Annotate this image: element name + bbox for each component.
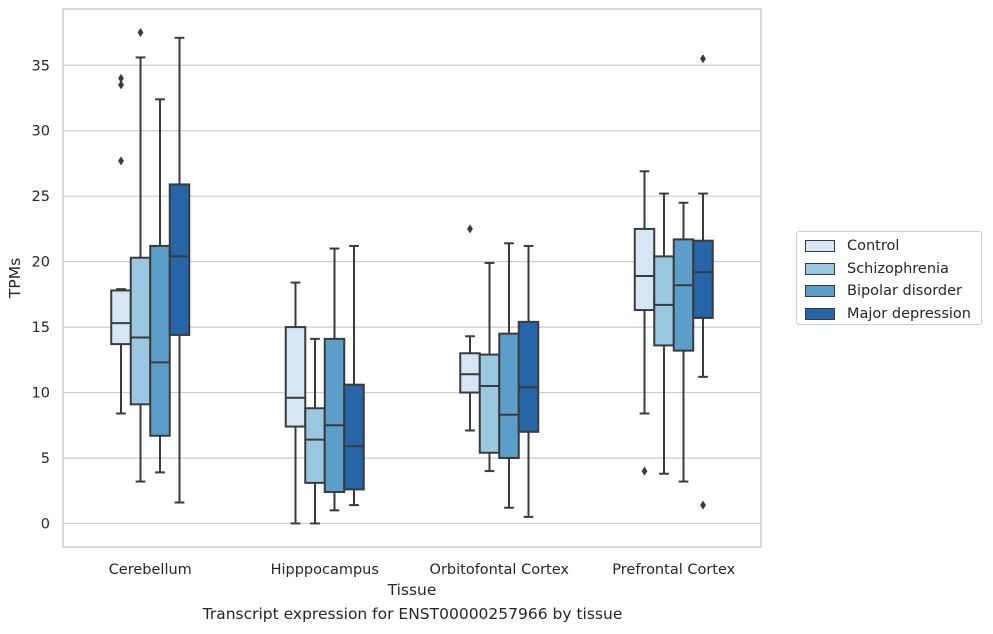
legend-swatch: [805, 262, 835, 275]
outlier-point: [118, 73, 124, 83]
y-axis-label: TPMs: [6, 258, 24, 299]
legend-item: Control: [805, 235, 973, 258]
legend-swatch: [805, 307, 835, 320]
box-series: [110, 28, 714, 525]
box: [110, 289, 132, 346]
legend-swatch: [805, 285, 835, 298]
box: [323, 337, 346, 494]
y-tick-label: 10: [32, 386, 50, 402]
outlier-point: [641, 466, 648, 476]
figure-caption: Transcript expression for ENST0000025796…: [202, 605, 623, 623]
x-tick-label: Cerebellum: [109, 562, 192, 578]
y-tick-label: 20: [32, 255, 50, 271]
y-tick-label: 25: [32, 189, 50, 205]
series-major-depression: [168, 36, 714, 518]
box: [498, 332, 520, 459]
x-tick-label: Orbitofontal Cortex: [430, 562, 570, 578]
box: [692, 239, 714, 319]
series-control: [110, 73, 656, 525]
outlier-point: [118, 80, 124, 90]
legend-swatch: [805, 240, 835, 253]
legend-label: Major depression: [847, 305, 971, 322]
outlier-point: [467, 224, 473, 234]
x-axis-ticks: Cerebellum Hipppocampus Orbitofontal Corte…: [109, 562, 736, 578]
legend-item: Major depression: [805, 303, 973, 326]
legend-item: Schizophrenia: [805, 258, 973, 281]
x-axis-label: Tissue: [387, 581, 437, 599]
box: [672, 238, 695, 352]
box: [653, 255, 675, 347]
y-tick-label: 5: [41, 451, 50, 467]
box: [517, 320, 540, 433]
box: [304, 407, 326, 484]
y-tick-label: 15: [32, 320, 50, 336]
y-tick-label: 35: [32, 58, 50, 74]
box: [149, 244, 171, 437]
legend-item: Bipolar disorder: [805, 280, 973, 303]
outlier-point: [700, 500, 706, 510]
outlier-point: [118, 156, 124, 166]
legend-label: Control: [847, 238, 900, 255]
series-schizophrenia: [129, 28, 675, 525]
y-tick-label: 30: [32, 124, 50, 140]
box: [129, 256, 152, 406]
box: [459, 352, 481, 394]
legend-label: Bipolar disorder: [847, 283, 962, 300]
outlier-point: [700, 54, 706, 64]
y-axis-ticks: 0 5 10 15 20 25 30 35: [32, 58, 50, 532]
x-tick-label: Prefrontal Cortex: [612, 562, 735, 578]
outlier-point: [137, 28, 144, 38]
box: [284, 326, 307, 428]
box: [168, 183, 191, 336]
x-tick-label: Hipppocampus: [271, 562, 379, 578]
legend: Control Schizophrenia Bipolar disorder Majo…: [796, 231, 982, 325]
box: [478, 353, 501, 454]
box: [343, 383, 365, 491]
legend-label: Schizophrenia: [847, 260, 949, 277]
box: [633, 227, 656, 312]
y-tick-label: 0: [41, 516, 50, 532]
